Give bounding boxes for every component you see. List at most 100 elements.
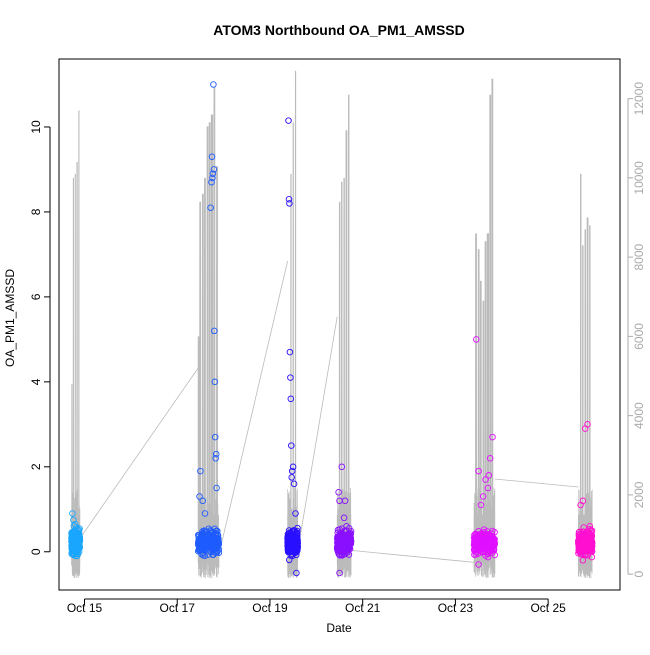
x-tick-label: Oct 21 [345,601,381,615]
y2-axis: 0 2000 4000 6000 8000 10000 12000 [627,82,646,577]
data-point [195,539,203,546]
data-point [480,526,488,533]
data-point [73,552,81,560]
data-point [472,541,480,548]
data-point [345,545,353,552]
data-point [579,533,586,540]
gray-connector-line [297,316,338,551]
data-point [215,549,223,556]
data-point [334,526,342,534]
data-point [70,539,77,546]
data-point [584,421,591,428]
data-point [207,204,214,211]
data-point [72,549,80,556]
points-layer [68,81,596,577]
data-point [285,195,293,203]
data-point [286,200,293,207]
data-point [584,552,591,559]
data-point [197,467,204,475]
y2-tick-label: 0 [632,570,646,577]
data-point [470,541,478,549]
data-point [71,520,79,528]
data-point [478,542,486,550]
data-point [579,535,586,542]
data-point [68,535,75,543]
data-point [345,535,353,543]
data-point [587,542,595,550]
data-point [211,378,219,386]
data-point [340,514,348,522]
gray-connector-line [351,550,475,563]
data-point [491,551,499,559]
data-point [212,450,220,458]
y2-tick-label: 2000 [632,481,646,508]
data-point [288,442,295,449]
data-point [490,545,498,552]
gray-spike-series [577,173,593,579]
data-point [478,530,486,537]
data-point [341,531,348,538]
data-point [579,497,587,505]
data-point [343,523,350,530]
data-point [485,538,493,545]
x-axis-label: Date [326,621,352,635]
gray-connector-line [494,478,579,488]
data-point [211,525,218,533]
y-tick-label: 8 [29,208,43,215]
data-point [286,539,294,546]
data-point [198,533,205,541]
data-point [477,501,485,509]
data-point [285,117,292,124]
data-point [197,542,205,550]
data-point [482,476,489,483]
data-point [579,537,587,545]
data-point [575,545,583,553]
data-point [341,497,349,505]
data-point [287,395,295,403]
data-point [71,527,78,534]
data-point [211,433,219,441]
data-point [286,348,294,356]
data-point [198,551,206,558]
data-point [211,327,218,335]
gray-connector-line [218,261,288,555]
y2-tick-label: 6000 [632,323,646,350]
data-point [288,467,296,475]
data-point [288,474,295,481]
y2-tick-label: 12000 [632,82,646,116]
y2-tick-label: 10000 [632,161,646,195]
data-point [208,178,215,186]
data-point [580,524,587,531]
data-point [473,533,481,541]
data-point [212,455,219,462]
data-point [484,484,492,492]
data-point [579,557,587,564]
data-point [212,542,219,549]
data-point [293,569,300,577]
y-axis-label: OA_PM1_AMSSD [3,269,17,367]
y2-tick-label: 8000 [632,243,646,270]
data-point [196,493,203,500]
data-point [479,493,487,500]
data-point [74,531,82,539]
data-point [288,541,296,549]
data-point [209,174,216,182]
data-point [210,81,217,88]
data-point [335,489,342,496]
x-tick-label: Oct 17 [160,601,196,615]
data-point [290,526,298,534]
data-point [582,551,589,559]
x-tick-label: Oct 25 [530,601,566,615]
data-point [292,541,300,549]
data-point [290,480,298,488]
data-point [340,545,348,553]
data-point [475,561,482,568]
data-point [338,463,346,471]
data-point [335,540,342,547]
data-point [336,569,343,577]
data-point [75,544,83,551]
data-point [475,467,482,475]
data-point [215,546,223,553]
